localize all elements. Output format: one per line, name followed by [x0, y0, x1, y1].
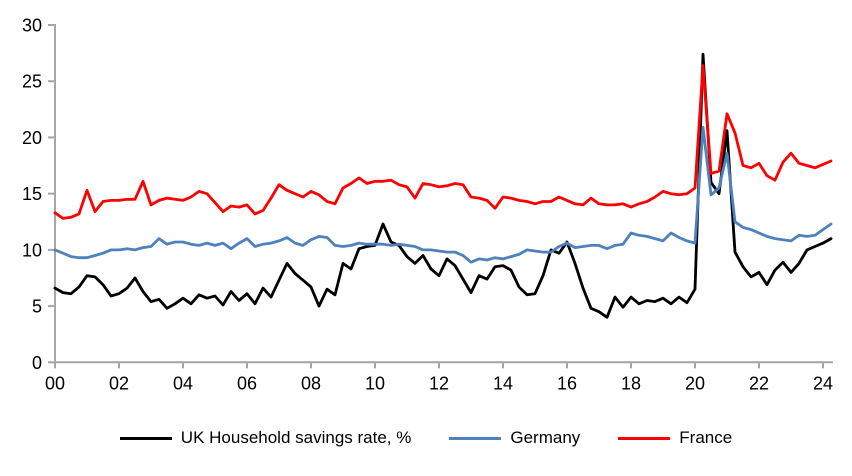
svg-text:24: 24	[813, 373, 833, 393]
germany-line-swatch	[449, 436, 502, 440]
svg-text:10: 10	[22, 240, 42, 260]
svg-text:0: 0	[32, 353, 42, 373]
svg-text:25: 25	[22, 72, 42, 92]
svg-text:06: 06	[237, 373, 257, 393]
uk-line-swatch	[119, 436, 172, 440]
svg-text:15: 15	[22, 184, 42, 204]
france-legend-label: France	[679, 428, 733, 447]
legend-item-uk: UK Household savings rate, %	[119, 428, 412, 448]
legend-item-france: France	[618, 428, 732, 448]
svg-text:02: 02	[109, 373, 129, 393]
legend-item-germany: Germany	[449, 428, 580, 448]
svg-text:22: 22	[749, 373, 769, 393]
svg-text:5: 5	[32, 297, 42, 317]
svg-text:14: 14	[493, 373, 513, 393]
svg-text:04: 04	[173, 373, 193, 393]
svg-text:18: 18	[621, 373, 641, 393]
france-line-swatch	[618, 436, 671, 440]
uk-legend-label: UK Household savings rate, %	[180, 428, 412, 447]
germany-legend-label: Germany	[510, 428, 581, 447]
svg-text:20: 20	[685, 373, 705, 393]
svg-text:00: 00	[45, 373, 65, 393]
savings-rate-line-chart: 0 5 10 15 20 25 30 00 02 04 06 08 10 12 14 16 18 20 22 24	[22, 16, 833, 394]
svg-text:12: 12	[429, 373, 449, 393]
svg-text:10: 10	[365, 373, 385, 393]
svg-text:16: 16	[557, 373, 577, 393]
svg-text:08: 08	[301, 373, 321, 393]
svg-text:30: 30	[22, 16, 42, 36]
svg-text:20: 20	[22, 128, 42, 148]
chart-legend: UK Household savings rate, % Germany Fra…	[0, 428, 852, 448]
